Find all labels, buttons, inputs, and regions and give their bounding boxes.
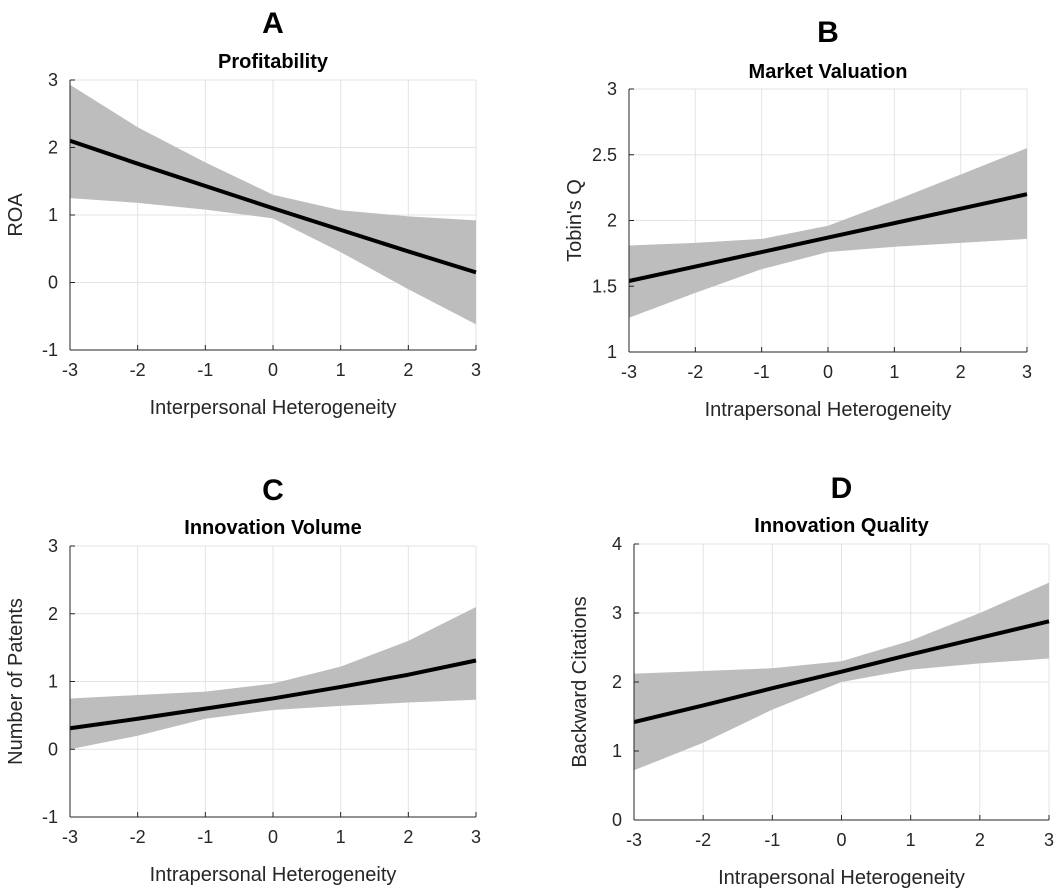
x-tick-label: -2 [695,830,711,850]
y-axis-label: Number of Patents [5,598,27,765]
x-tick-label: 3 [1022,362,1032,382]
x-tick-label: 1 [336,827,346,847]
panel-letter: C [262,474,284,507]
x-tick-label: -3 [62,360,78,380]
y-tick-label: 2 [48,604,58,624]
y-tick-label: 3 [607,79,617,99]
x-axis-label: Intrapersonal Heterogeneity [705,399,952,421]
x-tick-label: -1 [754,362,770,382]
panel-a: A Profitability -3 -2 -1 0 1 2 3 -1 0 1 2 3 Interperso… [5,7,481,419]
x-tick-label: -1 [197,360,213,380]
panel-b: B Market Valuation -3 -2 -1 0 1 2 3 1 1.5 2 2.5 3 Intr… [564,16,1032,421]
y-axis-label: Backward Citations [569,596,591,767]
fitted-line [69,138,477,275]
y-axis-label: ROA [5,193,27,237]
x-tick-label: -2 [130,827,146,847]
x-tick-label: 1 [889,362,899,382]
x-axis-label: Intrapersonal Heterogeneity [150,864,397,886]
y-tick-label: 1 [607,342,617,362]
fitted-line [633,619,1050,724]
y-tick-label: -1 [42,340,58,360]
panel-title: Innovation Quality [754,515,929,537]
x-tick-label: 3 [471,360,481,380]
y-tick-label: 1.5 [592,276,617,296]
y-tick-label: 1 [48,205,58,225]
y-tick-label: 3 [612,603,622,623]
fitted-line [628,192,1028,283]
panel-d: D Innovation Quality -3 -2 -1 0 1 2 3 0 1 2 3 4 Intrap… [569,472,1054,889]
y-tick-label: 2 [48,138,58,158]
x-axis-label: Intrapersonal Heterogeneity [718,867,965,889]
confidence-band [629,148,1027,318]
fitted-line [69,658,477,731]
confidence-band [70,84,476,325]
x-tick-label: 2 [975,830,985,850]
x-tick-label: -3 [621,362,637,382]
x-tick-label: 1 [336,360,346,380]
x-tick-label: 0 [268,827,278,847]
confidence-band [634,582,1049,771]
x-tick-label: 3 [471,827,481,847]
x-tick-label: 0 [268,360,278,380]
panel-title: Innovation Volume [184,517,361,539]
x-tick-label: 2 [403,827,413,847]
x-tick-label: 1 [906,830,916,850]
y-tick-label: 2.5 [592,145,617,165]
y-tick-label: 3 [48,536,58,556]
y-axis-label: Tobin's Q [564,179,586,262]
x-tick-label: -1 [197,827,213,847]
y-tick-label: -1 [42,807,58,827]
x-tick-label: -1 [764,830,780,850]
panel-title: Profitability [218,51,329,73]
x-tick-label: -3 [62,827,78,847]
grid-lines [628,88,1028,353]
panel-letter: B [817,16,839,49]
y-tick-label: 2 [612,672,622,692]
y-tick-label: 1 [612,741,622,761]
panel-c: C Innovation Volume -3 -2 -1 0 1 2 3 -1 0 1 2 3 Intrap… [5,474,481,886]
x-tick-label: -3 [626,830,642,850]
x-tick-label: -2 [130,360,146,380]
x-tick-label: -2 [687,362,703,382]
x-axis-label: Interpersonal Heterogeneity [150,397,397,419]
y-tick-label: 0 [48,739,58,759]
y-tick-label: 1 [48,672,58,692]
y-tick-label: 0 [48,273,58,293]
panel-title: Market Valuation [749,61,908,83]
x-tick-label: 2 [403,360,413,380]
y-tick-label: 3 [48,70,58,90]
x-tick-label: 3 [1044,830,1054,850]
y-tick-label: 2 [607,211,617,231]
y-tick-label: 4 [612,534,622,554]
panel-letter: A [262,7,284,40]
panel-letter: D [831,472,853,505]
x-tick-label: 0 [823,362,833,382]
y-tick-label: 0 [612,810,622,830]
x-tick-label: 2 [956,362,966,382]
x-tick-label: 0 [836,830,846,850]
